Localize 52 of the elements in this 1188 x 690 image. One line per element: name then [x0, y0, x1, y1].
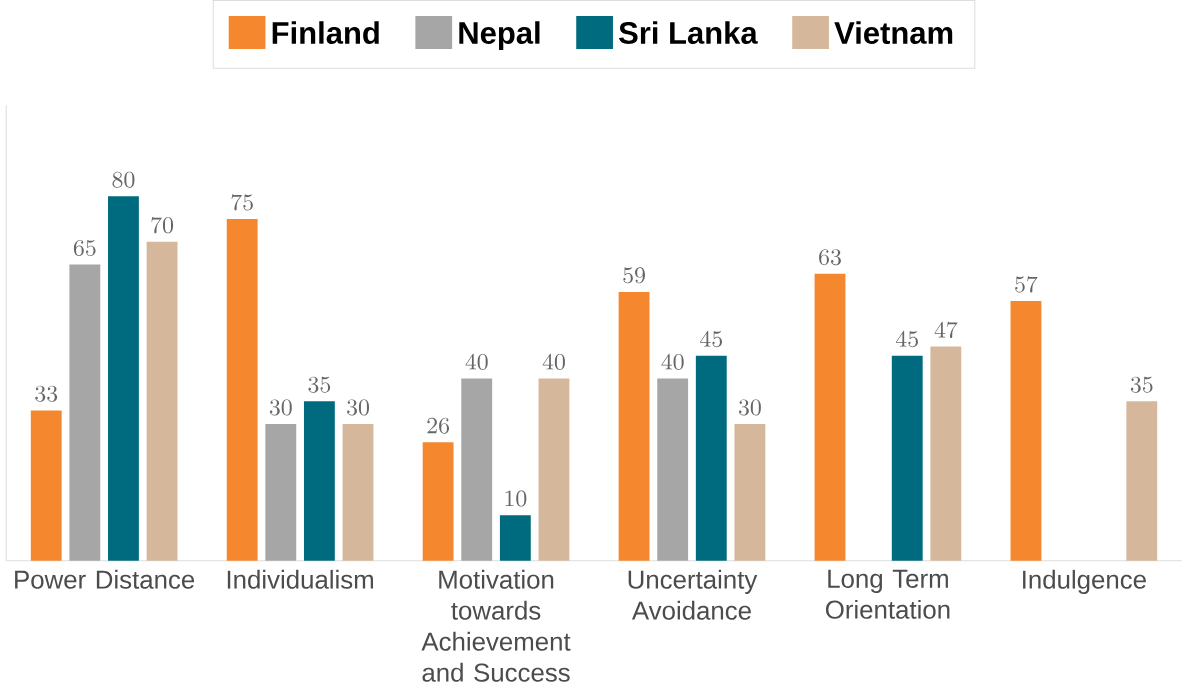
data-label: 63 [819, 248, 841, 265]
data-label: 45 [895, 330, 918, 347]
bar [30, 410, 62, 561]
bar [618, 291, 650, 561]
bar [657, 378, 689, 561]
bar [538, 378, 570, 561]
bar [342, 423, 374, 561]
data-label: 70 [151, 216, 174, 234]
data-label: 40 [661, 353, 684, 370]
x-tick-label: Individualism [227, 569, 373, 589]
bar [1126, 401, 1158, 561]
data-label: 40 [542, 353, 565, 370]
data-label: 10 [505, 490, 527, 507]
bar [146, 241, 178, 561]
bar [814, 273, 846, 561]
data-label: 30 [738, 399, 761, 416]
x-tick-label: Power Distance [15, 569, 195, 589]
x-tick-label: Motivation towards Achievement and Success [421, 569, 571, 682]
legend-label: Finland [272, 21, 379, 44]
data-label: 35 [1130, 376, 1153, 393]
bar [1010, 300, 1042, 561]
bar [69, 264, 101, 561]
legend-label: Vietnam [834, 21, 953, 44]
data-label: 59 [623, 267, 645, 284]
data-label: 75 [231, 194, 253, 211]
data-label: 65 [73, 239, 96, 256]
data-label: 30 [347, 399, 369, 416]
bar [695, 355, 727, 561]
x-tick-label: Indulgence [1023, 569, 1146, 594]
bar [891, 355, 923, 561]
data-label: 40 [465, 353, 488, 370]
bar [499, 514, 531, 561]
data-label: 33 [35, 385, 58, 402]
bar [108, 196, 139, 561]
bar [734, 423, 766, 561]
bar [930, 346, 962, 561]
data-label: 80 [112, 171, 135, 188]
data-label: 35 [308, 376, 331, 393]
data-label: 26 [427, 417, 450, 434]
data-label: 47 [934, 321, 958, 338]
x-tick-label: Long Term Orientation [825, 569, 950, 619]
bar [303, 401, 335, 561]
bar [461, 378, 493, 561]
x-tick-label: Uncertainty Avoidance [628, 569, 758, 620]
bar [422, 442, 454, 561]
data-label: 30 [269, 399, 292, 416]
legend-label: Nepal [459, 21, 540, 50]
legend-label: Sri Lanka [619, 21, 758, 44]
data-label: 57 [1015, 276, 1038, 293]
bar [265, 423, 297, 561]
data-label: 45 [700, 330, 722, 347]
bar [226, 218, 258, 561]
